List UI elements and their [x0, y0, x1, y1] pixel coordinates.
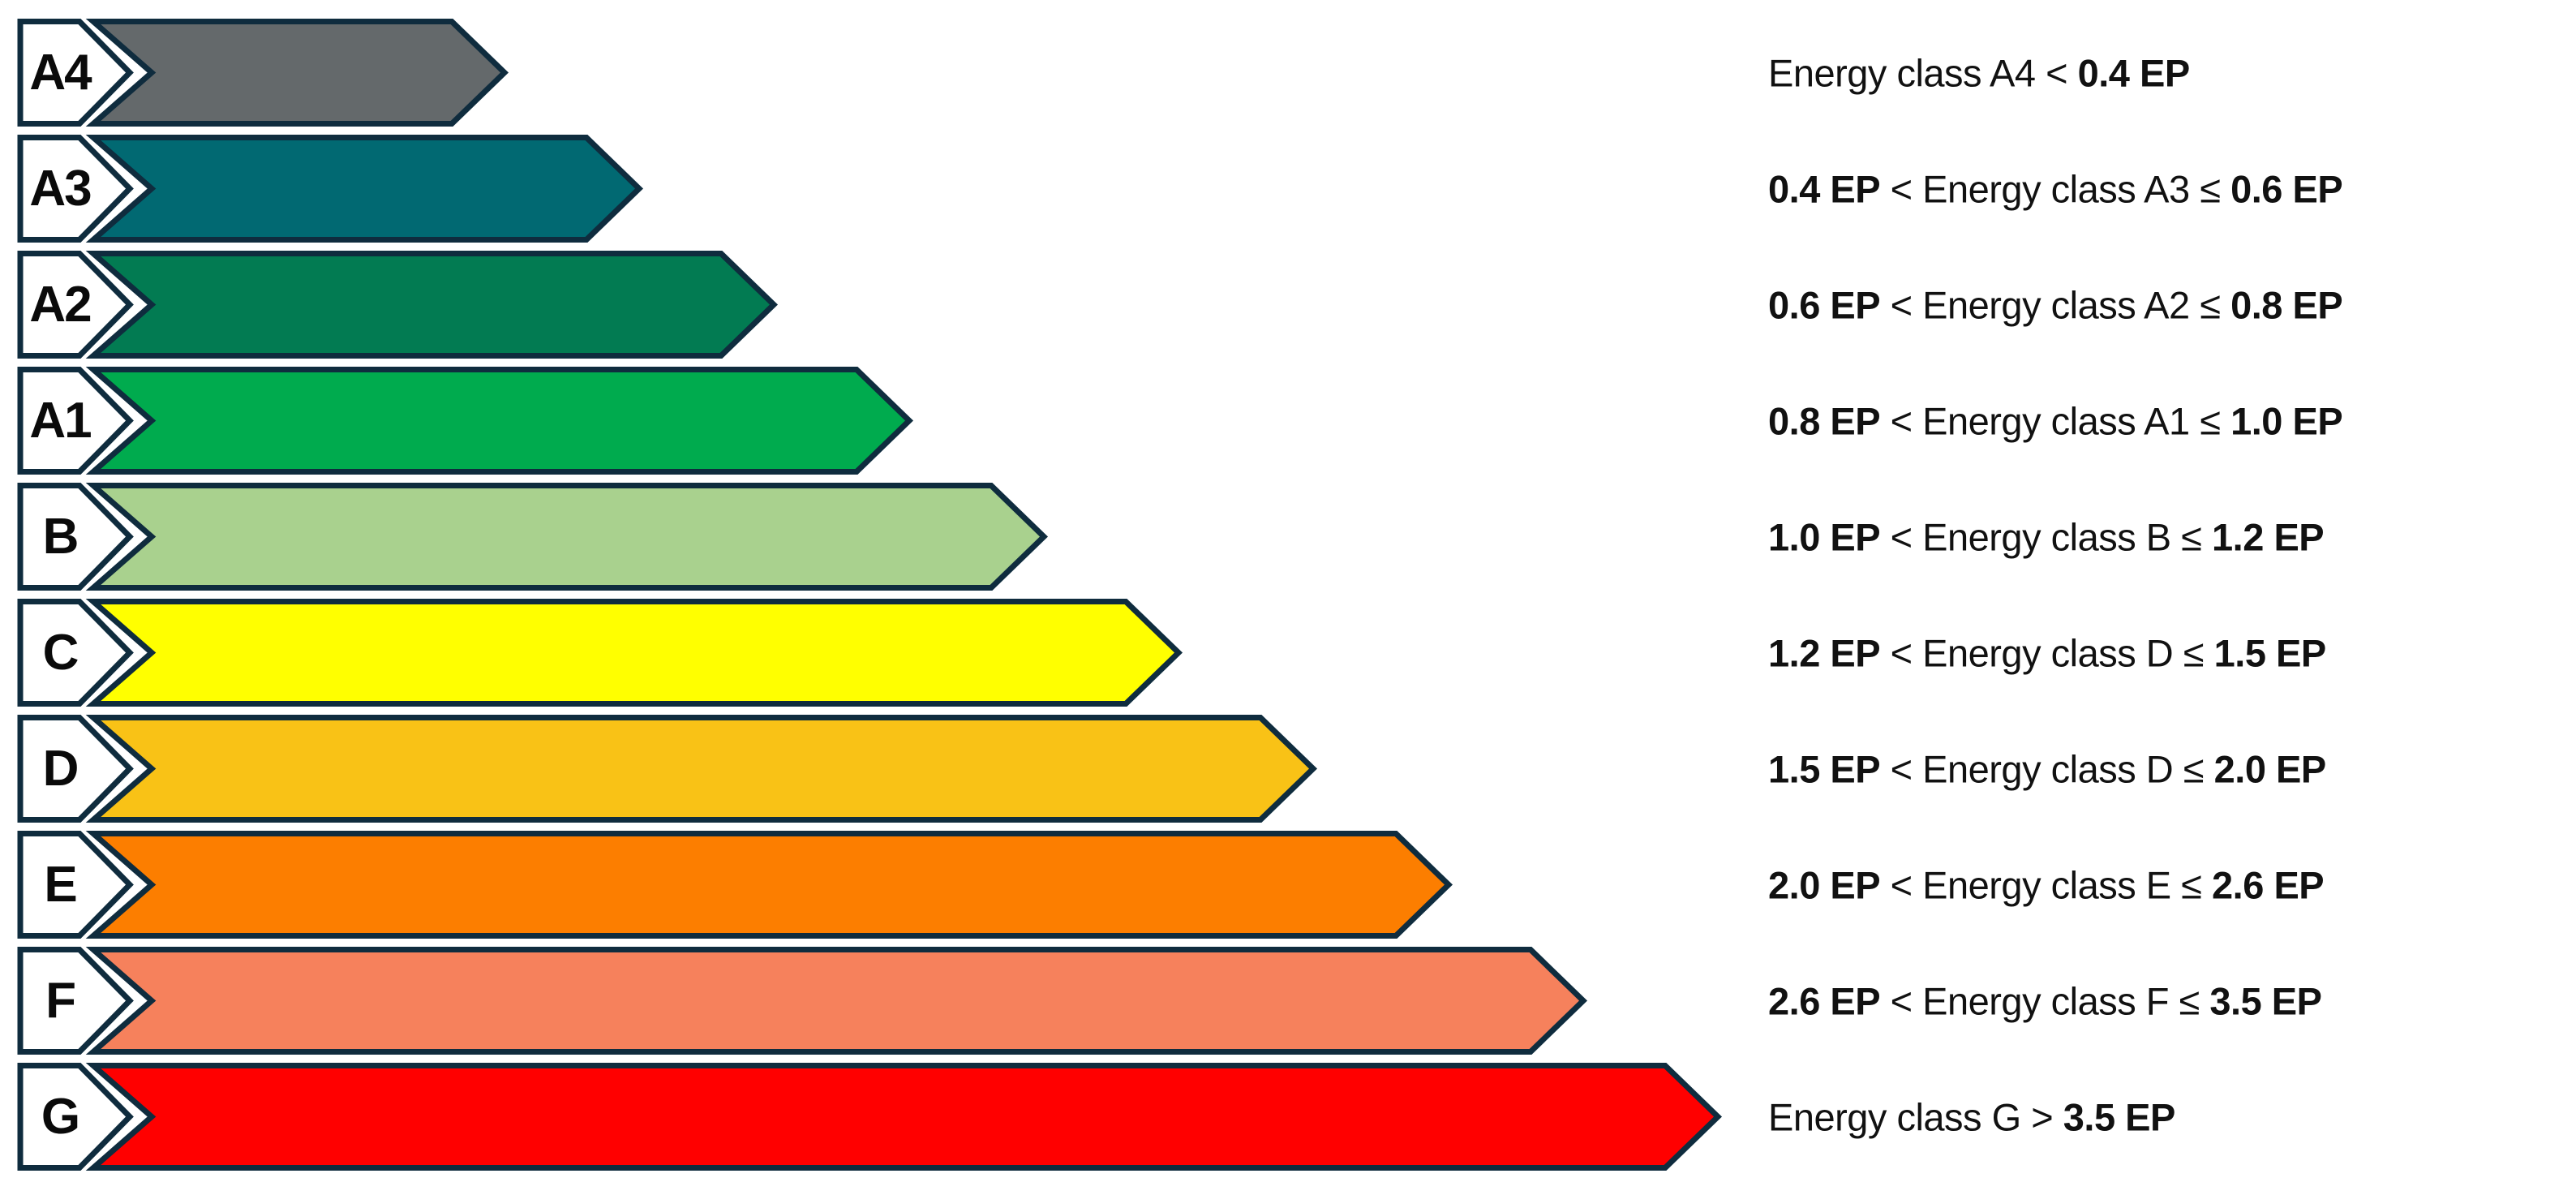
class-letter: C	[43, 625, 79, 681]
legend-segment: < Energy class A2 ≤	[1880, 283, 2231, 326]
class-label-pentagon	[17, 831, 134, 939]
legend-text: 0.4 EP < Energy class A3 ≤ 0.6 EP	[1768, 166, 2343, 211]
legend-segment: 0.6 EP	[1768, 283, 1881, 326]
class-label-pentagon	[17, 19, 134, 127]
class-letter: A1	[29, 393, 91, 449]
legend-segment: < Energy class E ≤	[1880, 863, 2213, 906]
energy-row: D 1.5 EP < Energy class D ≤ 2.0 EP	[0, 715, 2576, 823]
legend-text: 0.8 EP < Energy class A1 ≤ 1.0 EP	[1768, 398, 2343, 443]
class-letter: D	[43, 741, 78, 797]
legend-text: 1.5 EP < Energy class D ≤ 2.0 EP	[1768, 746, 2326, 791]
legend-segment: 2.0 EP	[1768, 863, 1881, 906]
legend-text: 2.0 EP < Energy class E ≤ 2.6 EP	[1768, 862, 2325, 907]
legend-text: Energy class A4 < 0.4 EP	[1768, 50, 2190, 95]
energy-bar-graphic: G	[17, 1063, 1723, 1171]
energy-row: B 1.0 EP < Energy class B ≤ 1.2 EP	[0, 483, 2576, 591]
legend-segment: < Energy class D ≤	[1880, 747, 2214, 790]
legend-segment: 0.4 EP	[1768, 167, 1881, 210]
legend-segment: 3.5 EP	[2209, 979, 2322, 1022]
energy-bar-B	[85, 483, 1049, 591]
legend-segment: 2.6 EP	[1768, 979, 1881, 1022]
legend-segment: 1.0 EP	[2230, 399, 2343, 442]
legend-segment: 1.0 EP	[1768, 515, 1881, 558]
class-letter: A2	[29, 277, 90, 333]
class-label-pentagon	[17, 251, 134, 359]
legend-segment: 0.6 EP	[2230, 167, 2343, 210]
class-letter: B	[43, 509, 78, 565]
class-label-pentagon	[17, 135, 134, 243]
energy-bar-A1	[85, 367, 914, 475]
energy-bar-A3	[85, 135, 644, 243]
energy-bar-graphic: A2	[17, 251, 779, 359]
energy-row: G Energy class G > 3.5 EP	[0, 1063, 2576, 1171]
energy-row: A2 0.6 EP < Energy class A2 ≤ 0.8 EP	[0, 251, 2576, 359]
legend-segment: < Energy class A3 ≤	[1880, 167, 2231, 210]
energy-bar-G	[85, 1063, 1723, 1171]
legend-text: 1.2 EP < Energy class D ≤ 1.5 EP	[1768, 630, 2326, 675]
legend-segment: < Energy class D ≤	[1880, 631, 2214, 674]
legend-segment: < Energy class A1 ≤	[1880, 399, 2231, 442]
energy-row: A1 0.8 EP < Energy class A1 ≤ 1.0 EP	[0, 367, 2576, 475]
class-letter: E	[44, 857, 75, 913]
class-label-pentagon	[17, 1063, 134, 1171]
energy-bar-graphic: B	[17, 483, 1049, 591]
energy-bar-F	[85, 947, 1588, 1055]
legend-text: 0.6 EP < Energy class A2 ≤ 0.8 EP	[1768, 282, 2343, 327]
legend-segment: 3.5 EP	[2063, 1095, 2176, 1138]
legend-segment: 1.2 EP	[2212, 515, 2325, 558]
class-letter: F	[45, 973, 75, 1029]
class-label-pentagon	[17, 367, 134, 475]
energy-bar-graphic: A4	[17, 19, 509, 127]
class-label-pentagon	[17, 715, 134, 823]
legend-segment: 2.6 EP	[2212, 863, 2325, 906]
class-letter: G	[41, 1089, 79, 1145]
class-letter: A3	[29, 161, 91, 217]
class-label-pentagon	[17, 483, 134, 591]
energy-bar-C	[85, 599, 1183, 707]
energy-bar-graphic: A3	[17, 135, 644, 243]
energy-bar-D	[85, 715, 1318, 823]
energy-bar-graphic: A1	[17, 367, 914, 475]
energy-bar-A2	[85, 251, 779, 359]
class-letter: A4	[29, 45, 92, 101]
legend-segment: 1.5 EP	[2213, 631, 2327, 674]
legend-segment: 0.8 EP	[2230, 283, 2343, 326]
legend-segment: Energy class G >	[1768, 1095, 2063, 1138]
legend-segment: 0.4 EP	[2077, 51, 2191, 94]
class-label-pentagon	[17, 947, 134, 1055]
energy-bar-A4	[85, 19, 509, 127]
legend-text: Energy class G > 3.5 EP	[1768, 1094, 2175, 1139]
energy-bar-graphic: D	[17, 715, 1318, 823]
energy-row: A3 0.4 EP < Energy class A3 ≤ 0.6 EP	[0, 135, 2576, 243]
class-label-pentagon	[17, 599, 134, 707]
legend-segment: 0.8 EP	[1768, 399, 1881, 442]
energy-bar-graphic: C	[17, 599, 1183, 707]
legend-text: 1.0 EP < Energy class B ≤ 1.2 EP	[1768, 514, 2325, 559]
legend-text: 2.6 EP < Energy class F ≤ 3.5 EP	[1768, 978, 2322, 1023]
legend-segment: < Energy class F ≤	[1880, 979, 2210, 1022]
legend-segment: < Energy class B ≤	[1880, 515, 2213, 558]
legend-segment: 1.5 EP	[1768, 747, 1881, 790]
energy-bar-E	[85, 831, 1453, 939]
energy-row: C 1.2 EP < Energy class D ≤ 1.5 EP	[0, 599, 2576, 707]
energy-row: F 2.6 EP < Energy class F ≤ 3.5 EP	[0, 947, 2576, 1055]
legend-segment: 2.0 EP	[2213, 747, 2327, 790]
energy-row: A4 Energy class A4 < 0.4 EP	[0, 19, 2576, 127]
energy-bar-graphic: E	[17, 831, 1453, 939]
legend-segment: 1.2 EP	[1768, 631, 1881, 674]
legend-segment: Energy class A4 <	[1768, 51, 2078, 94]
energy-row: E 2.0 EP < Energy class E ≤ 2.6 EP	[0, 831, 2576, 939]
energy-bar-graphic: F	[17, 947, 1588, 1055]
